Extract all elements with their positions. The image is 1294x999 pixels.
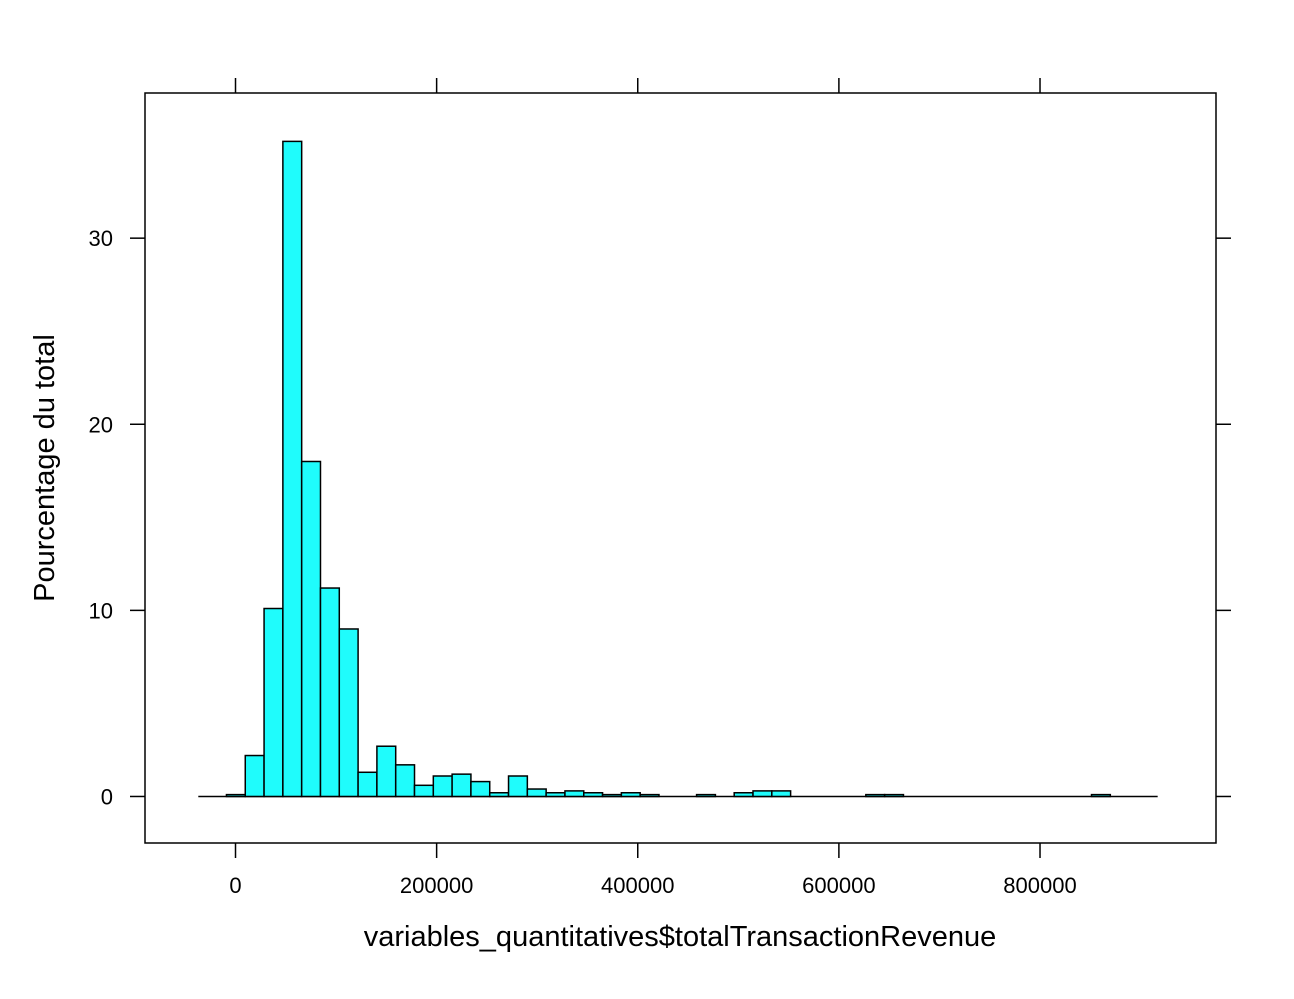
histogram-bars xyxy=(198,140,1158,798)
histogram-bar xyxy=(771,790,792,798)
histogram-bar xyxy=(583,792,604,798)
y-tick-label: 30 xyxy=(89,226,113,251)
histogram-bar xyxy=(601,793,623,798)
x-tick-label: 0 xyxy=(229,873,241,898)
axis-ticks xyxy=(130,78,1231,858)
histogram-bar xyxy=(752,790,773,798)
histogram-bar xyxy=(865,793,886,798)
histogram-bar xyxy=(733,792,754,798)
histogram-bar xyxy=(545,792,566,798)
histogram-bar xyxy=(300,460,322,798)
y-axis-label: Pourcentage du total xyxy=(29,334,61,602)
histogram-bar xyxy=(620,792,641,798)
histogram-bar xyxy=(357,771,378,798)
histogram-bar xyxy=(263,607,284,798)
histogram-bar xyxy=(639,793,660,798)
histogram-bar xyxy=(1090,793,1112,798)
histogram-bar xyxy=(432,775,453,798)
x-tick-label: 600000 xyxy=(802,873,875,898)
histogram-bar xyxy=(282,140,303,798)
histogram-bar xyxy=(451,773,472,798)
x-tick-label: 800000 xyxy=(1003,873,1076,898)
histogram-bar xyxy=(507,775,529,798)
histogram-bar xyxy=(526,788,547,798)
histogram-bar xyxy=(488,792,510,798)
histogram-bar xyxy=(244,754,265,798)
histogram-bar xyxy=(394,764,416,798)
histogram-bar xyxy=(376,745,397,798)
histogram-bar xyxy=(319,587,341,798)
x-tick-label: 400000 xyxy=(601,873,674,898)
y-tick-label: 20 xyxy=(89,412,113,437)
histogram-bar xyxy=(413,784,435,798)
histogram-bar xyxy=(225,793,247,798)
histogram-bar xyxy=(883,793,905,798)
tick-labels: 0 200000 400000 600000 800000 0 10 20 30 xyxy=(89,226,1077,898)
x-axis-label: variables_quantitatives$totalTransaction… xyxy=(364,921,996,953)
plot-frame xyxy=(144,92,1217,844)
x-tick-label: 200000 xyxy=(400,873,473,898)
y-tick-label: 0 xyxy=(101,784,113,809)
histogram-bar xyxy=(470,780,491,798)
histogram-bar xyxy=(695,793,717,798)
y-tick-label: 10 xyxy=(89,598,113,623)
histogram-bar xyxy=(564,790,585,798)
histogram-bar xyxy=(338,628,359,798)
